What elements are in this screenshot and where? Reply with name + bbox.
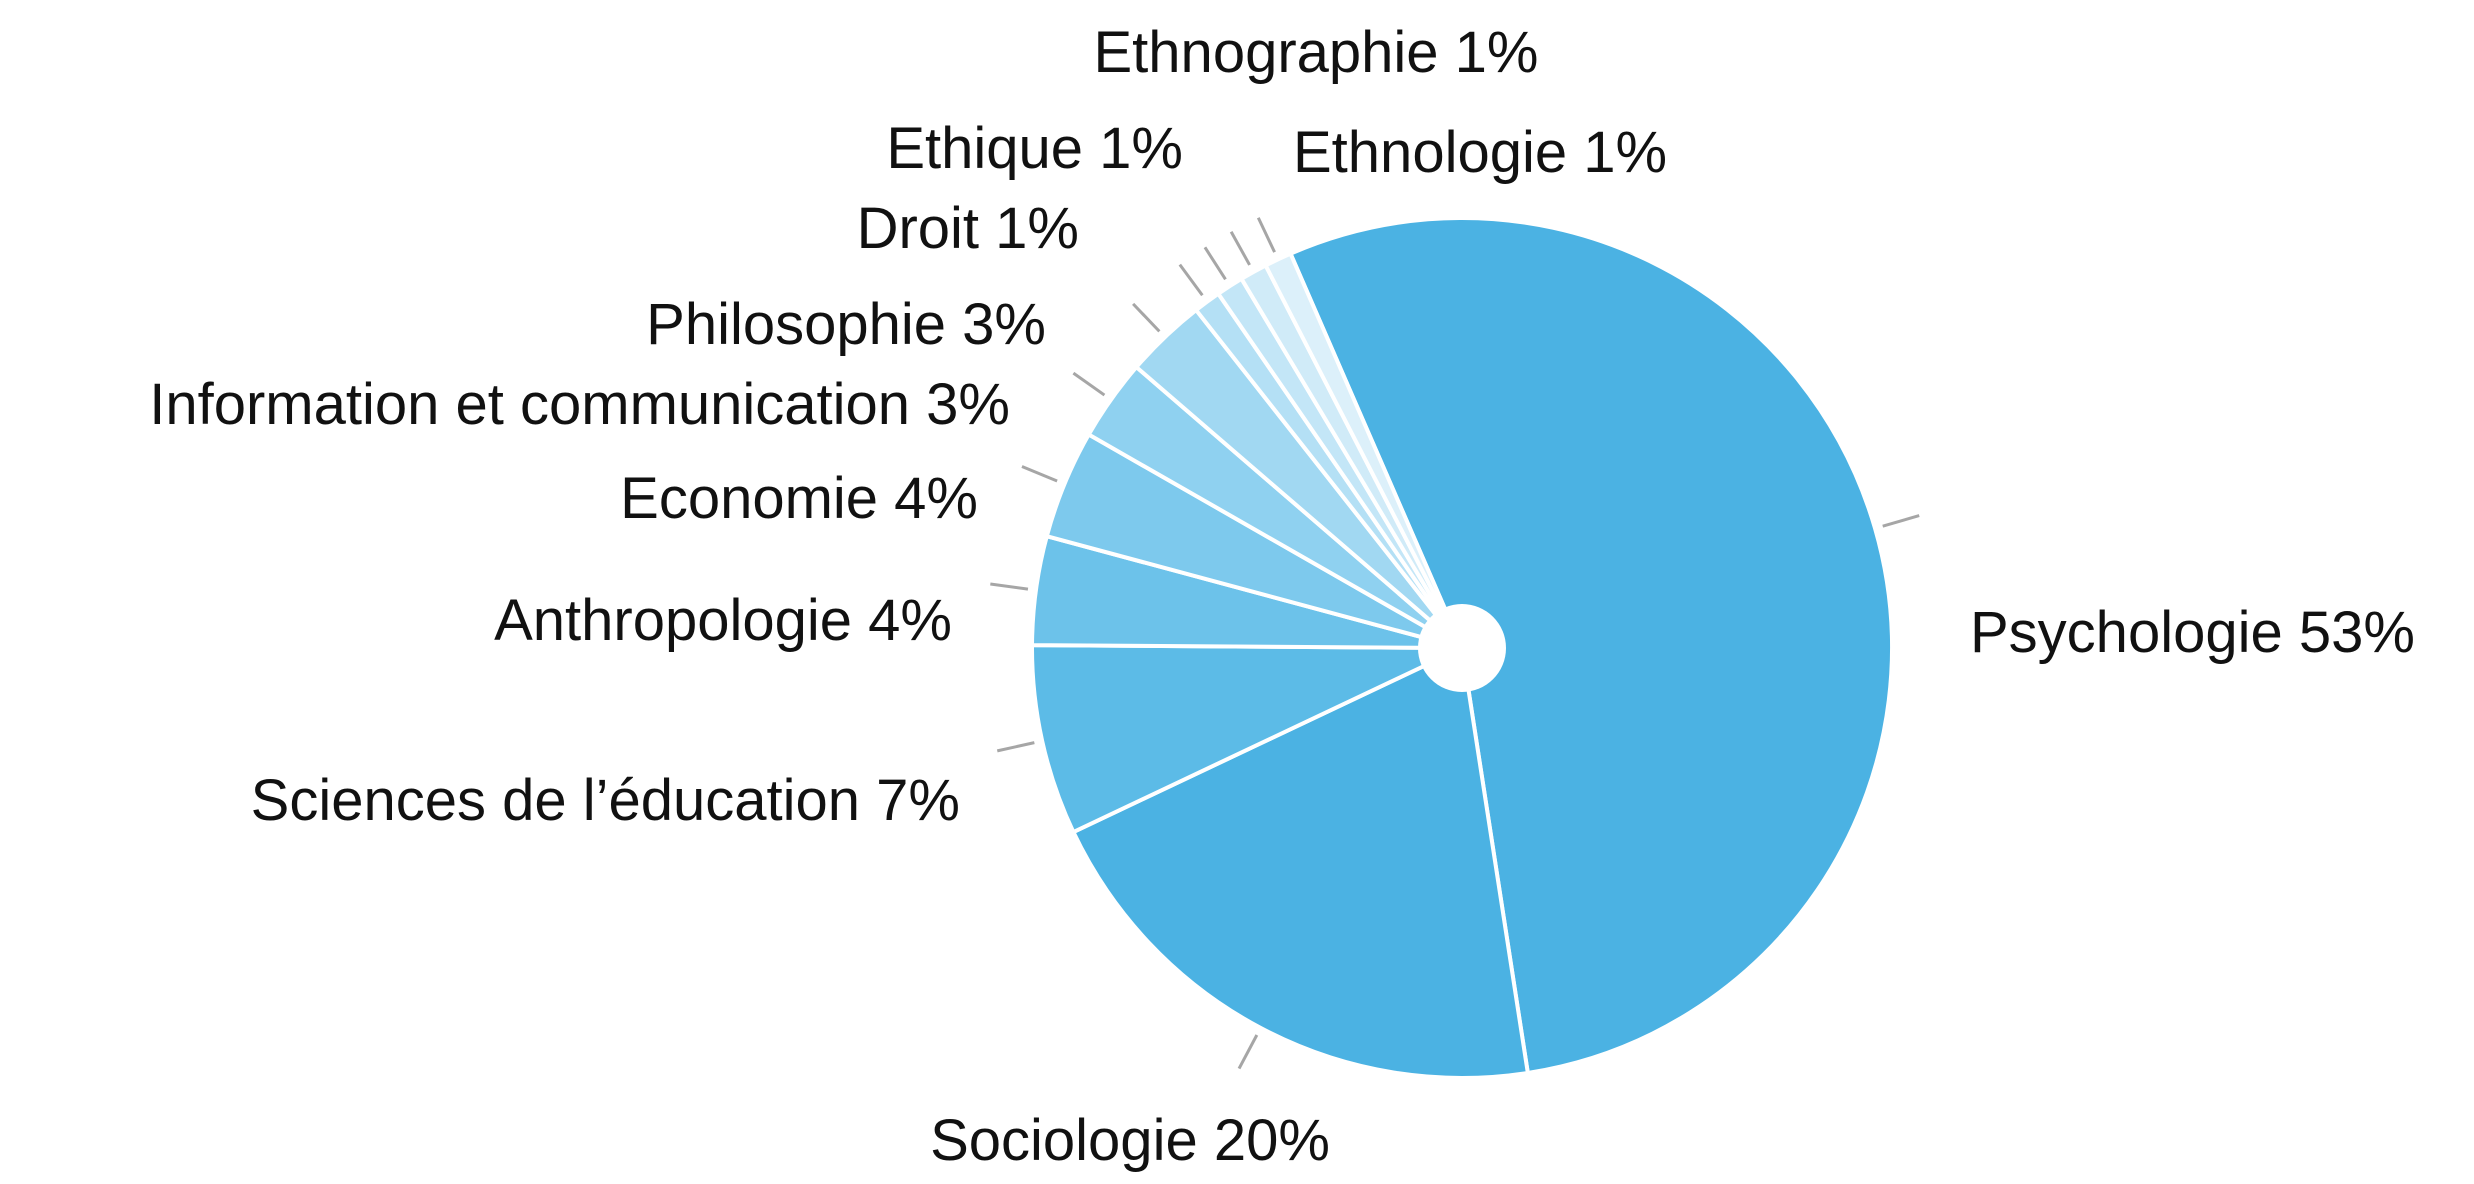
data-label-economie: Economie 4%: [620, 466, 978, 531]
labels-layer: Psychologie 53% Sociologie 20% Sciences de…: [149, 20, 2415, 1173]
pie-slice-ethnologie: [1263, 251, 1464, 650]
data-label-ethique: Ethique 1%: [886, 116, 1183, 181]
leader-line-sciences-de-l-education: [996, 741, 1035, 753]
center-hole: [1418, 604, 1506, 692]
leader-line-ethnologie: [1256, 217, 1276, 253]
leader-lines-layer: [990, 217, 1920, 1070]
leader-line-economie: [1021, 465, 1058, 483]
leader-line-droit: [1178, 263, 1204, 297]
data-label-philosophie: Philosophie 3%: [646, 292, 1046, 357]
leader-line-ethnographie: [1229, 230, 1251, 266]
data-label-information-et-communication: Information et communication 3%: [149, 372, 1010, 437]
data-label-psychologie: Psychologie 53%: [1970, 600, 2415, 665]
leader-line-sociologie: [1237, 1034, 1259, 1070]
data-label-droit: Droit 1%: [857, 196, 1079, 261]
pie-slice-sciences-de-l-education: [1030, 643, 1464, 835]
slices-layer: [1030, 216, 1894, 1080]
leader-line-philosophie: [1132, 302, 1161, 333]
data-label-sociologie: Sociologie 20%: [930, 1108, 1330, 1173]
data-label-ethnographie: Ethnographie 1%: [1094, 20, 1539, 85]
leader-line-information-et-communication: [1072, 371, 1106, 397]
data-label-sciences-de-l-education: Sciences de l’éducation 7%: [251, 768, 960, 833]
leader-line-ethique: [1203, 246, 1227, 281]
pie-slice-psychologie: [1288, 216, 1894, 1075]
data-label-anthropologie: Anthropologie 4%: [494, 588, 952, 653]
leader-line-psychologie: [1882, 514, 1920, 528]
leader-line-anthropologie: [990, 582, 1029, 591]
data-label-ethnologie: Ethnologie 1%: [1293, 120, 1667, 185]
pie-slice-sociologie: [1071, 646, 1530, 1080]
